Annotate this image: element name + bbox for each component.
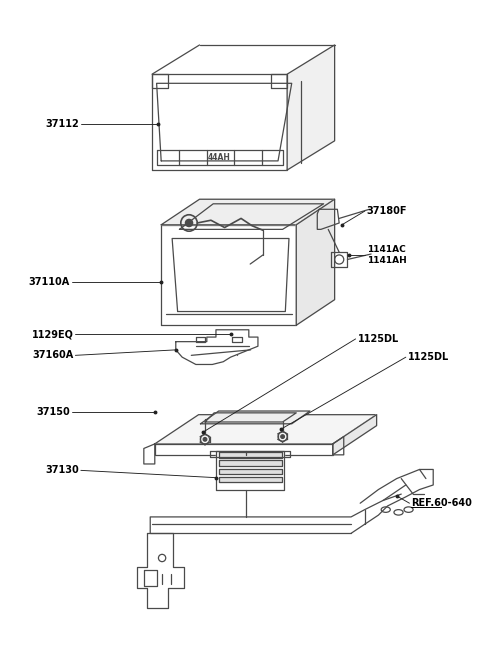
Polygon shape [219, 477, 282, 482]
Text: 37160A: 37160A [32, 350, 73, 360]
Polygon shape [216, 451, 285, 489]
Circle shape [185, 219, 192, 227]
Text: 1141AC
1141AH: 1141AC 1141AH [367, 245, 407, 265]
Polygon shape [219, 468, 282, 474]
Polygon shape [219, 452, 282, 458]
Circle shape [203, 438, 207, 441]
Polygon shape [176, 329, 258, 364]
Polygon shape [155, 415, 377, 444]
Text: 1129EQ: 1129EQ [32, 329, 73, 339]
Text: 37110A: 37110A [29, 277, 70, 288]
Polygon shape [161, 199, 335, 225]
Polygon shape [152, 74, 287, 170]
Circle shape [281, 435, 285, 438]
Text: 1125DL: 1125DL [358, 334, 399, 344]
Text: 37112: 37112 [45, 119, 79, 130]
Text: 1125DL: 1125DL [408, 352, 449, 362]
Polygon shape [287, 45, 335, 170]
Polygon shape [161, 225, 296, 326]
Polygon shape [219, 460, 282, 466]
Polygon shape [201, 411, 310, 424]
Text: 44AH: 44AH [208, 153, 231, 162]
Text: REF.60-640: REF.60-640 [411, 498, 472, 508]
Text: 37130: 37130 [45, 465, 79, 476]
Polygon shape [333, 415, 377, 455]
Polygon shape [155, 444, 333, 455]
Text: 37180F: 37180F [367, 206, 407, 216]
Polygon shape [296, 199, 335, 326]
Text: 37150: 37150 [36, 407, 70, 417]
